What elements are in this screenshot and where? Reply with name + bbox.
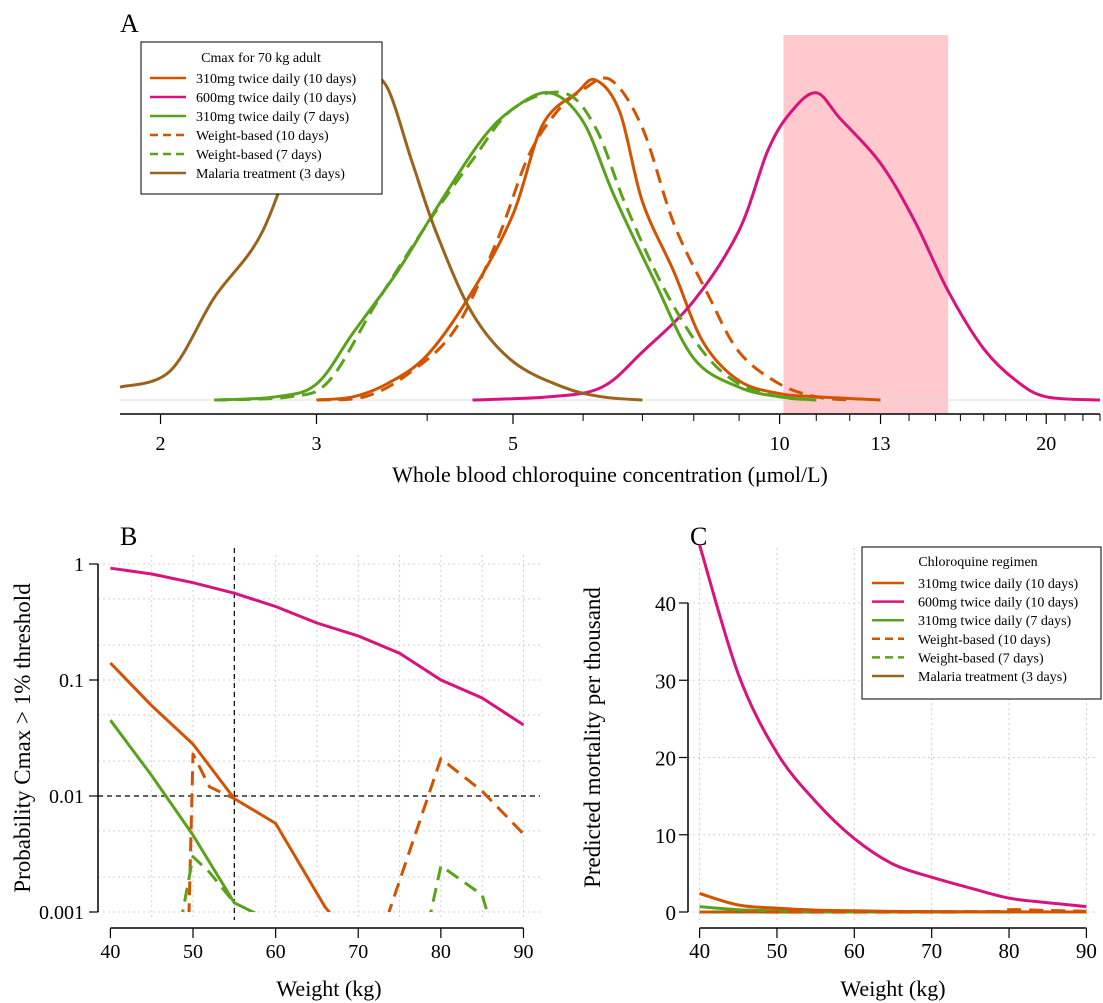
legend-entry-600mg-twice-daily-10-days: 600mg twice daily (10 days) (918, 596, 1079, 611)
series-line-weight-based-10-days (387, 757, 525, 912)
legend-entry-malaria-treatment-3-days: Malaria treatment (3 days) (918, 670, 1067, 685)
grid-b (98, 555, 540, 920)
legend-title: Cmax for 70 kg adult (201, 51, 321, 66)
series-line-weight-based-7-days (214, 90, 817, 402)
series-line-310mg-twice-daily-7-days (109, 719, 257, 912)
legend-entry-600mg-twice-daily-10-days: 600mg twice daily (10 days) (196, 91, 357, 106)
legend-entry-weight-based-10-days: Weight-based (10 days) (918, 633, 1051, 648)
series-line-weight-based-7-days (429, 864, 489, 912)
panel-label-b: B (120, 522, 137, 551)
legend-title: Chloroquine regimen (918, 555, 1037, 570)
y-tick-label: 40 (655, 592, 676, 616)
x-tick-label: 80 (999, 939, 1020, 963)
series-line-600mg-twice-daily-10-days (110, 566, 525, 727)
series-line-weight-based-10-days (316, 76, 850, 402)
x-tick-label: 70 (921, 939, 942, 963)
legend-box (861, 546, 1102, 700)
y-axis-title: Probability Cmax > 1% threshold (10, 583, 35, 893)
x-tick-label: 50 (183, 941, 203, 963)
y-tick-label: 10 (655, 824, 676, 848)
x-axis-title: Whole blood chloroquine concentration (μ… (392, 462, 828, 487)
legend-box (140, 41, 383, 195)
series-line-310mg-twice-daily-10-days (699, 892, 1087, 914)
series-line-310mg-twice-daily-10-days (316, 77, 881, 402)
x-tick-label: 5 (508, 433, 518, 455)
series-group-b (109, 566, 525, 912)
x-tick-label: 40 (100, 941, 120, 963)
series-line-310mg-twice-daily-10-days (109, 661, 332, 912)
panel-label-a: A (120, 9, 139, 38)
panel-label-c: C (690, 522, 707, 551)
x-tick-label: 50 (766, 939, 787, 963)
legend-entry-weight-based-7-days: Weight-based (7 days) (918, 651, 1044, 666)
y-tick-label: 0 (666, 901, 677, 925)
threshold-band (783, 35, 949, 414)
y-tick-label: 30 (655, 669, 676, 693)
x-tick-label: 90 (513, 941, 533, 963)
x-tick-label: 13 (871, 433, 891, 455)
series-line-600mg-twice-daily-10-days (698, 544, 1087, 909)
y-tick-label: 0.01 (49, 786, 84, 808)
y-tick-label: 1 (74, 554, 84, 576)
panel-c: 0 10 20 30 40 40 50 60 70 80 90 Weight (kg) Predicte… (580, 544, 1102, 1001)
series-line-weight-based-10-days (187, 752, 235, 912)
series-line-malaria-treatment-3-days (119, 76, 643, 402)
y-tick-label: 20 (655, 747, 676, 771)
y-tick-label: 0.001 (39, 902, 84, 924)
series-line-weight-based-10-days (699, 908, 1087, 914)
x-axis-title: Weight (kg) (840, 976, 945, 1001)
legend-entry-310mg-twice-daily-7-days: 310mg twice daily (7 days) (918, 614, 1072, 629)
y-tick-label: 0.1 (59, 670, 84, 692)
x-tick-label: 90 (1076, 939, 1097, 963)
x-tick-label: 3 (311, 433, 321, 455)
x-tick-label: 60 (266, 941, 286, 963)
legend-entry-weight-based-7-days: Weight-based (7 days) (196, 148, 322, 163)
legend-a: Cmax for 70 kg adult 310mg twice daily (1… (140, 41, 383, 195)
legend-c: Chloroquine regimen 310mg twice daily (10… (861, 546, 1102, 700)
x-tick-label: 70 (348, 941, 368, 963)
x-tick-label: 10 (770, 433, 790, 455)
legend-entry-310mg-twice-daily-10-days: 310mg twice daily (10 days) (196, 72, 357, 87)
series-line-600mg-twice-daily-10-days (472, 91, 1101, 402)
x-tick-label: 80 (431, 941, 451, 963)
panel-b: 0.001 0.01 0.1 1 40 50 60 70 80 90 Weight (kg) Prob… (10, 548, 540, 1001)
x-tick-label: 2 (156, 433, 166, 455)
y-axis-title: Predicted mortality per thousand (580, 587, 605, 888)
legend-entry-310mg-twice-daily-7-days: 310mg twice daily (7 days) (196, 110, 350, 125)
series-line-weight-based-7-days (181, 855, 236, 912)
legend-entry-weight-based-10-days: Weight-based (10 days) (196, 129, 329, 144)
legend-entry-malaria-treatment-3-days: Malaria treatment (3 days) (196, 167, 345, 182)
x-tick-label: 20 (1036, 433, 1056, 455)
x-axis-title: Weight (kg) (276, 976, 381, 1001)
x-tick-label: 40 (689, 939, 710, 963)
legend-entry-310mg-twice-daily-10-days: 310mg twice daily (10 days) (918, 577, 1079, 592)
x-tick-label: 60 (844, 939, 865, 963)
panel-a: 2 3 5 10 13 20 Whole blood chloroquine concent… (119, 35, 1101, 487)
